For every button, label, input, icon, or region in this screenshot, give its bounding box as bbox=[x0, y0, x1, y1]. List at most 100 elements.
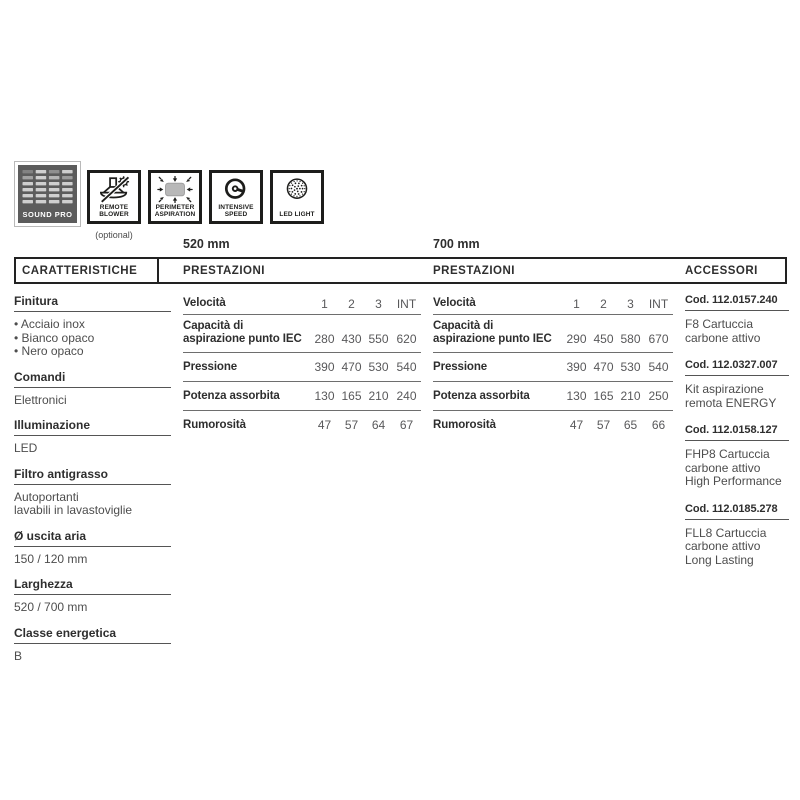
table-row: Velocità 1 2 3 INT bbox=[433, 293, 673, 315]
row-value: 130 bbox=[566, 389, 587, 403]
row-values: 130 165 210 250 bbox=[563, 389, 673, 403]
row-label: Velocità bbox=[183, 297, 311, 310]
sound-pro-label: SOUND PRO bbox=[22, 210, 73, 219]
row-value: 65 bbox=[623, 418, 638, 432]
badge-label: PERIMETER ASPIRATION bbox=[155, 204, 196, 218]
row-values: 290 450 580 670 bbox=[563, 332, 673, 346]
row-value: 530 bbox=[368, 360, 389, 374]
spec-section-title: Comandi bbox=[14, 370, 171, 388]
feature-badges-row: SOUND PRO REMOTE BLOWER (optional) bbox=[14, 161, 344, 246]
accessory-line: Long Lasting bbox=[685, 552, 754, 567]
header-caratteristiche: CARATTERISTICHE bbox=[22, 264, 138, 277]
row-label-line: Capacità di bbox=[433, 320, 494, 332]
spec-section: Finitura • Acciaio inox • Bianco opaco • Ne… bbox=[14, 294, 171, 359]
accessory-line: Kit aspirazione bbox=[685, 382, 764, 396]
row-values: 1 2 3 INT bbox=[311, 297, 421, 311]
accessory-item: Cod. 112.0157.240 F8 Cartuccia carbone att… bbox=[685, 294, 789, 345]
row-label: Potenza assorbita bbox=[183, 390, 311, 403]
caratteristiche-column: Finitura • Acciaio inox • Bianco opaco • Ne… bbox=[14, 294, 171, 674]
row-value: 130 bbox=[314, 389, 335, 403]
row-value: 64 bbox=[371, 418, 386, 432]
row-values: 47 57 64 67 bbox=[311, 418, 421, 432]
remote-blower-badge: REMOTE BLOWER bbox=[87, 170, 141, 224]
accessory-line: FHP8 Cartuccia bbox=[685, 447, 770, 461]
spec-line: B bbox=[14, 648, 23, 663]
row-value: 550 bbox=[368, 332, 389, 346]
table-row: Pressione 390 470 530 540 bbox=[183, 353, 421, 382]
spec-section: Filtro antigrasso Autoportanti lavabili in… bbox=[14, 467, 171, 518]
row-values: 47 57 65 66 bbox=[563, 418, 673, 432]
spec-section: Larghezza 520 / 700 mm bbox=[14, 577, 171, 615]
spec-section-title: Finitura bbox=[14, 294, 171, 312]
row-value: 2 bbox=[348, 296, 355, 311]
spec-line: lavabili in lavastoviglie bbox=[14, 503, 133, 517]
accessory-line: carbone attivo bbox=[685, 539, 761, 553]
accessory-code: Cod. 112.0185.278 bbox=[685, 503, 789, 520]
accessory-line: carbone attivo bbox=[685, 330, 761, 345]
row-value: 620 bbox=[396, 332, 417, 346]
accessory-line: remota ENERGY bbox=[685, 395, 777, 410]
spec-line: LED bbox=[14, 441, 38, 455]
sound-pro-tile: SOUND PRO bbox=[18, 165, 77, 223]
spec-section-title: Ø uscita aria bbox=[14, 529, 171, 547]
led-light-badge: LED LIGHT bbox=[270, 170, 324, 224]
spec-line: • Bianco opaco bbox=[14, 330, 95, 345]
spec-line: • Nero opaco bbox=[14, 344, 84, 358]
row-value: 165 bbox=[341, 389, 362, 403]
row-value: 2 bbox=[600, 296, 607, 311]
row-label-line: Velocità bbox=[433, 297, 476, 309]
perimeter-aspiration-badge: PERIMETER ASPIRATION bbox=[148, 170, 202, 224]
row-label: Potenza assorbita bbox=[433, 390, 563, 403]
badge-label-line: BLOWER bbox=[99, 211, 129, 218]
header-band: CARATTERISTICHE PRESTAZIONI PRESTAZIONI … bbox=[14, 257, 787, 284]
optional-note: (optional) bbox=[95, 230, 133, 240]
row-value: 47 bbox=[569, 418, 584, 432]
row-values: 130 165 210 240 bbox=[311, 389, 421, 403]
row-label-line: Pressione bbox=[433, 360, 488, 373]
row-value: 3 bbox=[627, 296, 634, 311]
header-accessori: ACCESSORI bbox=[685, 264, 758, 277]
row-value: 1 bbox=[573, 296, 580, 311]
accessori-column: Cod. 112.0157.240 F8 Cartuccia carbone att… bbox=[685, 294, 789, 581]
table-row: Capacità di aspirazione punto IEC 290 450 58… bbox=[433, 315, 673, 353]
accessory-line: High Performance bbox=[685, 474, 782, 488]
badge-label-line: LED LIGHT bbox=[279, 211, 315, 218]
row-value: 3 bbox=[375, 296, 382, 311]
accessory-item: Cod. 112.0185.278 FLL8 Cartuccia carbone a… bbox=[685, 503, 789, 568]
row-label: Velocità bbox=[433, 297, 563, 310]
header-prestazioni-520: PRESTAZIONI bbox=[183, 264, 265, 277]
table-row: Rumorosità 47 57 64 67 bbox=[183, 411, 421, 439]
accessory-item: Cod. 112.0158.127 FHP8 Cartuccia carbone a… bbox=[685, 424, 789, 489]
row-value: 430 bbox=[341, 332, 362, 346]
row-value: 57 bbox=[344, 418, 359, 432]
accessory-line: F8 Cartuccia bbox=[685, 317, 754, 331]
row-label: Rumorosità bbox=[183, 419, 311, 432]
accessory-code: Cod. 112.0158.127 bbox=[685, 424, 789, 441]
row-label: Pressione bbox=[433, 361, 563, 374]
row-values: 390 470 530 540 bbox=[311, 360, 421, 374]
badge-label-line: SPEED bbox=[224, 211, 248, 218]
row-value: 210 bbox=[620, 389, 641, 403]
prestazioni-table-520: Velocità 1 2 3 INT Capacità di aspirazione pun… bbox=[183, 293, 421, 439]
table-row: Potenza assorbita 130 165 210 240 bbox=[183, 382, 421, 411]
spec-section-title: Larghezza bbox=[14, 577, 171, 595]
row-label: Rumorosità bbox=[433, 419, 563, 432]
badge-label-line: INTENSIVE bbox=[218, 204, 254, 211]
accessory-item: Cod. 112.0327.007 Kit aspirazione remota E… bbox=[685, 359, 789, 410]
row-label-line: Potenza assorbita bbox=[433, 389, 530, 402]
badge-label-line: PERIMETER bbox=[155, 204, 195, 211]
row-value: INT bbox=[396, 296, 417, 311]
remote-blower-icon bbox=[96, 175, 132, 204]
row-value: 66 bbox=[651, 418, 666, 432]
row-label-line: Capacità di bbox=[183, 320, 244, 332]
prestazioni-table-700: Velocità 1 2 3 INT Capacità di aspirazione pun… bbox=[433, 293, 673, 439]
row-value: 57 bbox=[596, 418, 611, 432]
table-row: Rumorosità 47 57 65 66 bbox=[433, 411, 673, 439]
table-row: Capacità di aspirazione punto IEC 280 430 55… bbox=[183, 315, 421, 353]
row-value: 47 bbox=[317, 418, 332, 432]
row-value: 470 bbox=[341, 360, 362, 374]
table-row: Potenza assorbita 130 165 210 250 bbox=[433, 382, 673, 411]
row-value: 250 bbox=[648, 389, 669, 403]
row-value: 470 bbox=[593, 360, 614, 374]
row-values: 1 2 3 INT bbox=[563, 297, 673, 311]
